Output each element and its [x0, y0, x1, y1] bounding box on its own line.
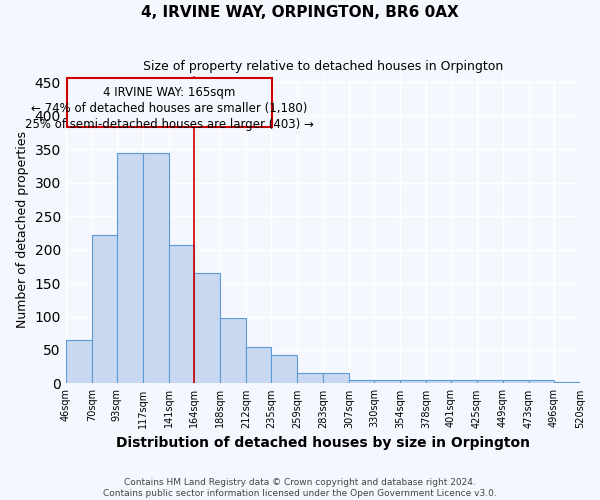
Text: 4 IRVINE WAY: 165sqm: 4 IRVINE WAY: 165sqm: [103, 86, 236, 100]
Bar: [323, 374, 349, 384]
Bar: [529, 380, 554, 384]
Bar: [66, 340, 92, 384]
Bar: [554, 382, 580, 384]
Bar: [271, 356, 297, 384]
Text: Contains HM Land Registry data © Crown copyright and database right 2024.
Contai: Contains HM Land Registry data © Crown c…: [103, 478, 497, 498]
Bar: [67, 78, 272, 127]
Bar: [426, 380, 451, 384]
Bar: [92, 235, 117, 384]
Bar: [194, 273, 220, 384]
Bar: [220, 318, 246, 384]
Text: 25% of semi-detached houses are larger (403) →: 25% of semi-detached houses are larger (…: [25, 118, 314, 132]
Bar: [169, 245, 194, 384]
Title: Size of property relative to detached houses in Orpington: Size of property relative to detached ho…: [143, 60, 503, 73]
X-axis label: Distribution of detached houses by size in Orpington: Distribution of detached houses by size …: [116, 436, 530, 450]
Bar: [143, 152, 169, 384]
Bar: [503, 380, 529, 384]
Bar: [297, 374, 323, 384]
Bar: [477, 380, 503, 384]
Bar: [374, 380, 400, 384]
Text: ← 74% of detached houses are smaller (1,180): ← 74% of detached houses are smaller (1,…: [31, 102, 308, 116]
Bar: [451, 380, 477, 384]
Bar: [246, 346, 271, 384]
Bar: [117, 152, 143, 384]
Bar: [400, 380, 426, 384]
Text: 4, IRVINE WAY, ORPINGTON, BR6 0AX: 4, IRVINE WAY, ORPINGTON, BR6 0AX: [141, 5, 459, 20]
Y-axis label: Number of detached properties: Number of detached properties: [16, 131, 29, 328]
Bar: [349, 380, 374, 384]
